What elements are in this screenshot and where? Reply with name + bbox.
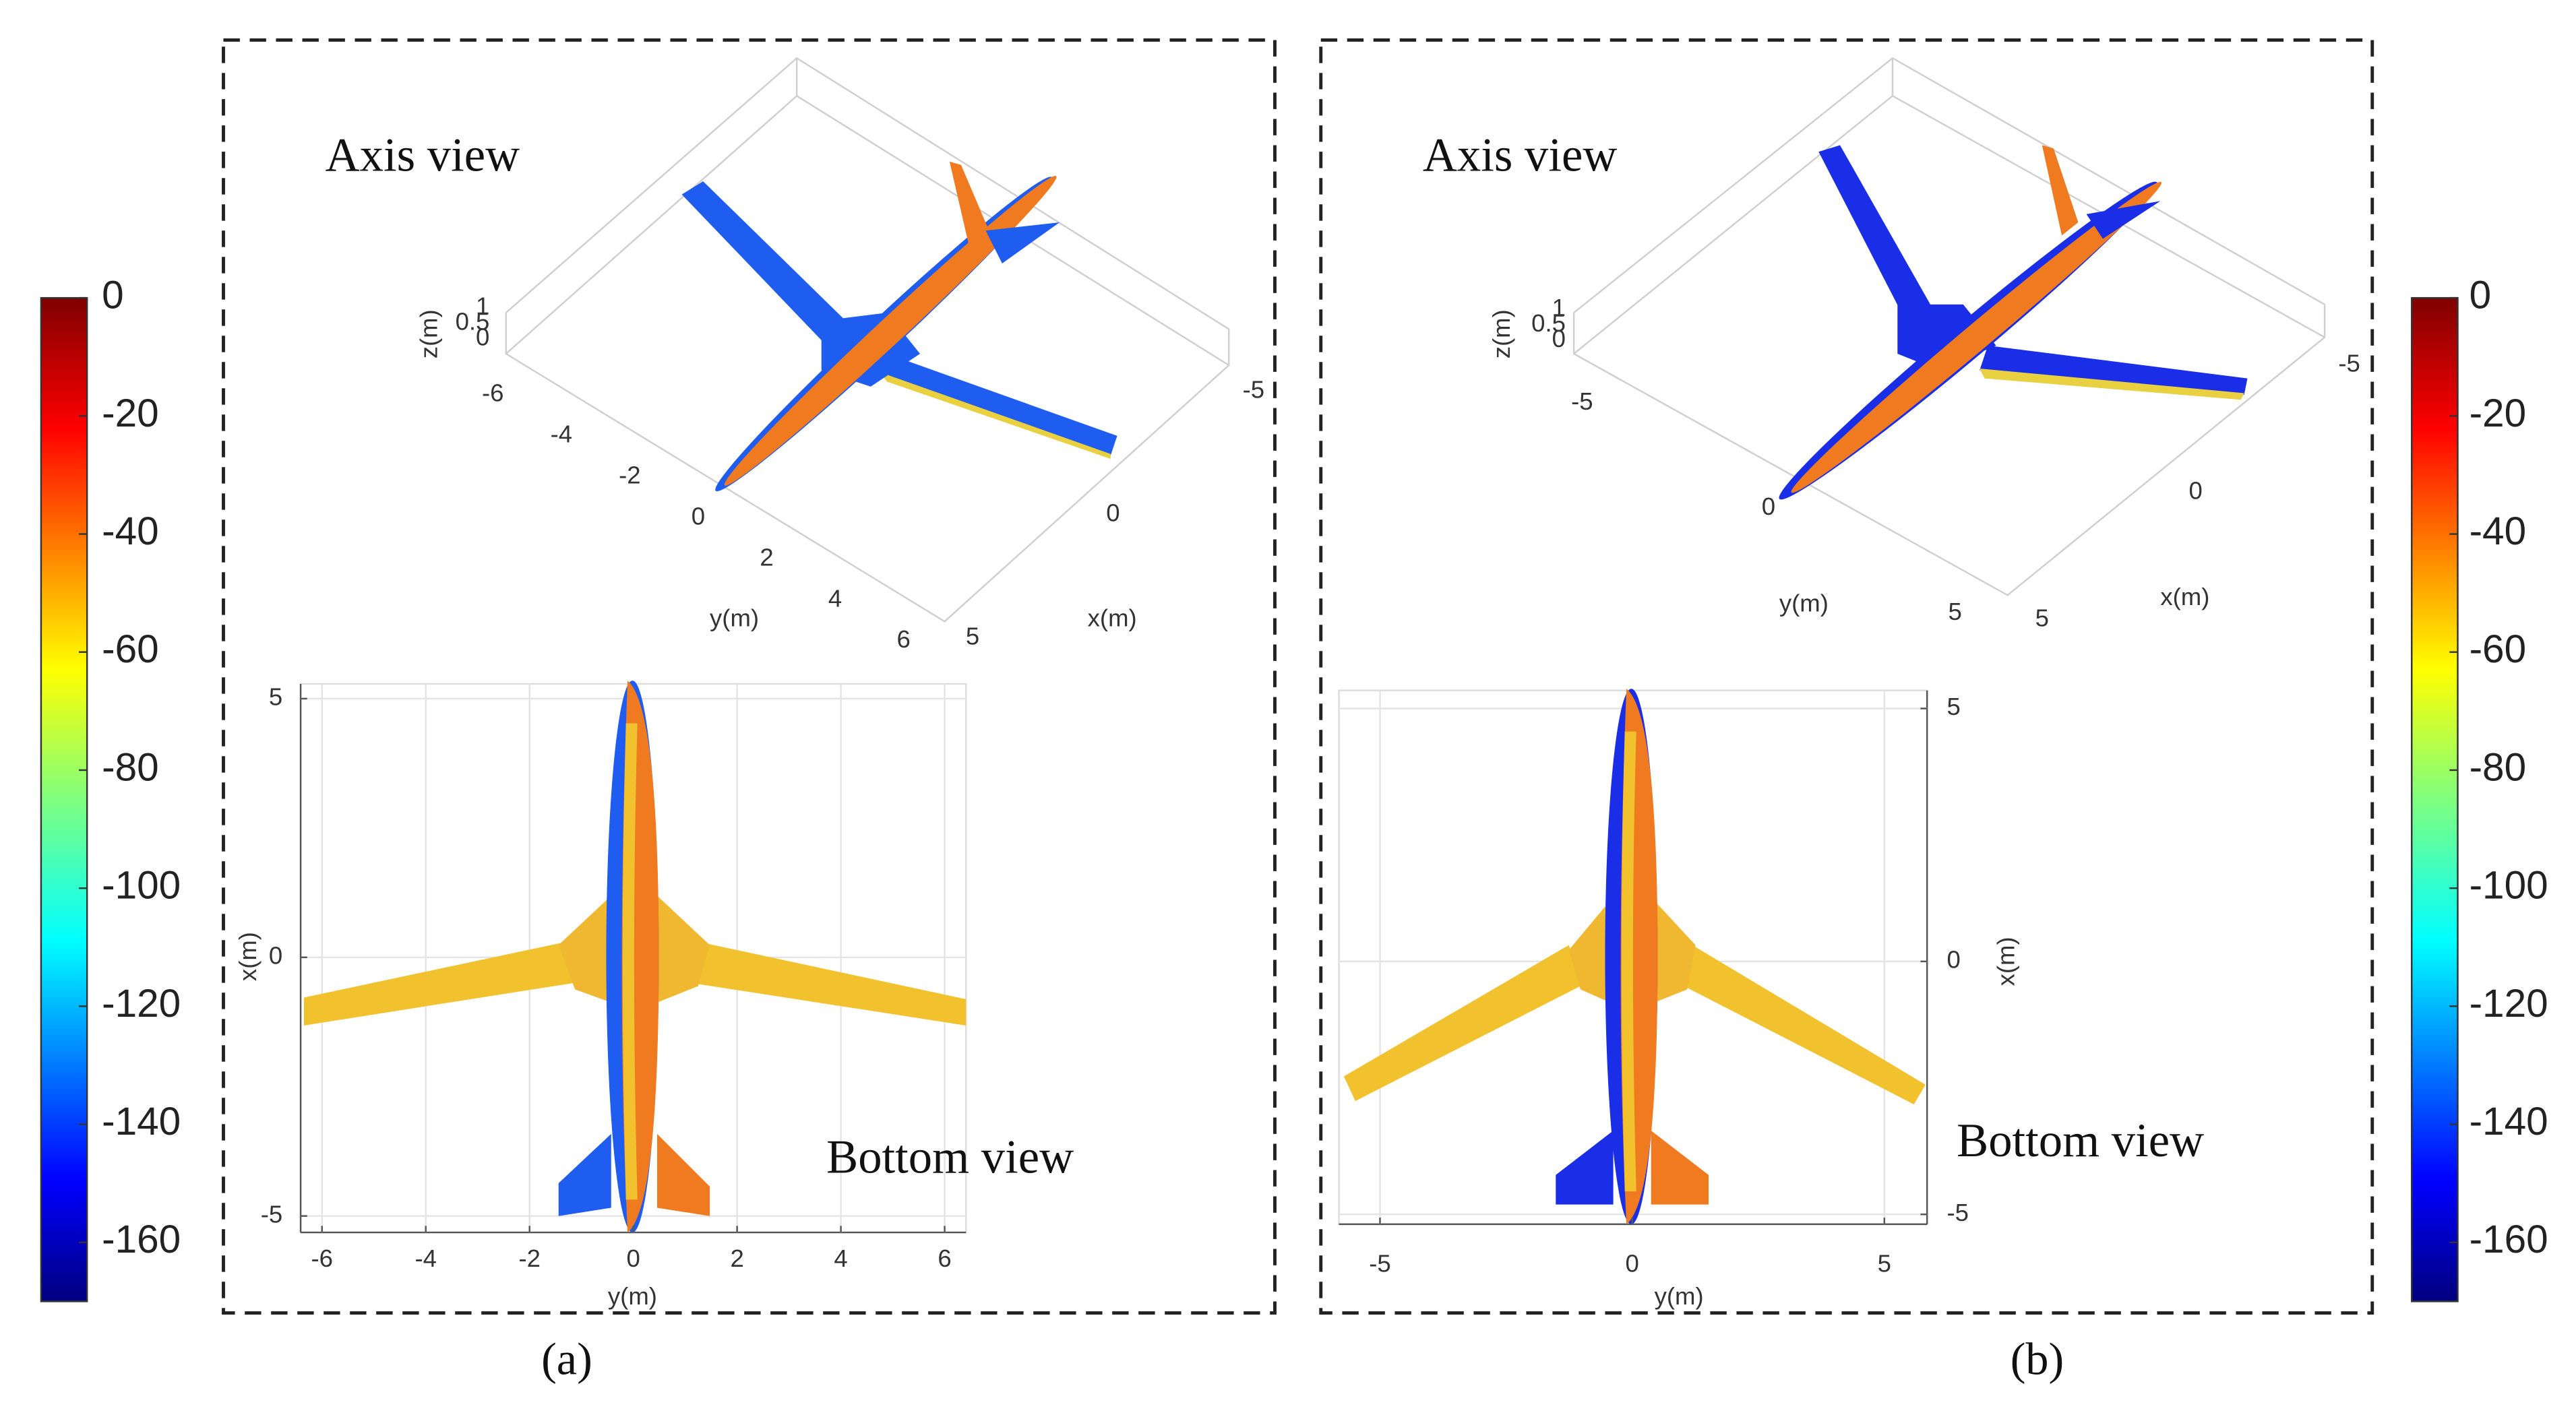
tick-label: 0 — [1552, 325, 1566, 352]
tick-label: 5 — [269, 683, 282, 711]
tick-label: 2 — [730, 1245, 743, 1272]
tick-label: 5 — [1946, 693, 1960, 720]
tick-label: 0.5 — [456, 308, 490, 336]
colorbar-tick-label: 0 — [2470, 274, 2492, 317]
tick-label: 0 — [626, 1245, 640, 1272]
tick-label: 4 — [828, 584, 842, 612]
tick-label: -6 — [482, 379, 504, 407]
airplane-3d — [1779, 145, 2248, 500]
view-title: Bottom view — [1957, 1114, 2204, 1167]
colorbar — [2411, 296, 2459, 1302]
tick-label: 0 — [1625, 1249, 1638, 1277]
tick-label: 5 — [1878, 1249, 1891, 1277]
airplane-bottom — [1343, 689, 1926, 1224]
colorbar-tick-label: -40 — [2470, 509, 2527, 553]
tick-label: -5 — [1243, 376, 1264, 404]
tick-label: 0 — [2189, 477, 2203, 505]
colorbar-tick-label: -60 — [2470, 627, 2527, 671]
axis-label: y(m) — [1655, 1282, 1704, 1310]
axis-label: z(m) — [415, 309, 442, 358]
colorbar-tick-label: -140 — [2470, 1100, 2548, 1143]
axis-label: x(m) — [1088, 604, 1137, 632]
tick-label: 2 — [760, 543, 773, 571]
tick-label: 0 — [476, 323, 489, 351]
colorbar-tick-label: -100 — [2470, 864, 2548, 908]
tick-label: -4 — [415, 1245, 437, 1272]
panel-label: (b) — [2011, 1333, 2064, 1385]
airplane-3d — [681, 161, 1117, 492]
panel-label: (a) — [541, 1333, 592, 1385]
tick-label: 6 — [938, 1245, 951, 1272]
colorbar-tick-label: -40 — [102, 509, 159, 553]
colorbar-tick-label: -120 — [2470, 982, 2548, 1026]
colorbar-tick-label: -160 — [2470, 1218, 2548, 1261]
tick-label: 0 — [692, 502, 705, 530]
tick-label: 4 — [834, 1245, 847, 1272]
colorbar — [40, 296, 88, 1302]
axis-label: x(m) — [2160, 583, 2209, 610]
colorbar-tick-label: -120 — [102, 982, 181, 1026]
airplane-bottom — [303, 681, 967, 1233]
colorbar-tick-label: -80 — [2470, 745, 2527, 789]
panel-frame — [1319, 38, 2374, 1315]
colorbar-tick-label: -100 — [102, 864, 181, 908]
tick-label: -5 — [2338, 350, 2360, 377]
axis-label: y(m) — [1779, 590, 1829, 617]
colorbar-tick-label: -20 — [2470, 391, 2527, 435]
tick-label: -5 — [261, 1200, 283, 1228]
tick-label: 0.5 — [1531, 309, 1566, 337]
tick-label: 0 — [1946, 946, 1960, 974]
tick-label: 1 — [1552, 294, 1566, 321]
axis-label: x(m) — [234, 932, 262, 981]
axis-label: z(m) — [1488, 309, 1515, 358]
tick-label: -2 — [619, 461, 641, 489]
axis-label: y(m) — [710, 604, 759, 632]
tick-label: 0 — [269, 941, 282, 969]
view-title: Axis view — [326, 129, 520, 182]
axis-box — [505, 57, 2326, 623]
colorbar-tick-label: -60 — [102, 627, 159, 671]
colorbar-tick-label: 0 — [102, 274, 124, 317]
tick-label: 5 — [966, 622, 979, 650]
colorbar-tick-label: -20 — [102, 391, 159, 435]
view-title: Axis view — [1423, 129, 1618, 182]
tick-label: -4 — [551, 420, 573, 448]
tick-label: -5 — [1369, 1249, 1390, 1277]
tick-label: -6 — [311, 1245, 333, 1272]
colorbar-tick-label: -80 — [102, 745, 159, 789]
tick-label: -5 — [1946, 1199, 1969, 1226]
view-title: Bottom view — [826, 1131, 1074, 1183]
tick-label: -5 — [1571, 387, 1593, 415]
tick-label: 0 — [1762, 493, 1775, 520]
tick-label: 0 — [1106, 499, 1120, 527]
tick-label: 6 — [896, 625, 910, 653]
tick-label: 5 — [1948, 598, 1961, 625]
colorbar-tick-label: -140 — [102, 1100, 181, 1143]
colorbar-tick-label: -160 — [102, 1218, 181, 1261]
axis-label: y(m) — [608, 1282, 657, 1310]
axis-label: x(m) — [1992, 937, 2019, 986]
panel-frame — [222, 38, 1277, 1315]
tick-label: -2 — [518, 1245, 541, 1272]
tick-label: 1 — [476, 292, 489, 319]
tick-label: 5 — [2035, 604, 2049, 632]
